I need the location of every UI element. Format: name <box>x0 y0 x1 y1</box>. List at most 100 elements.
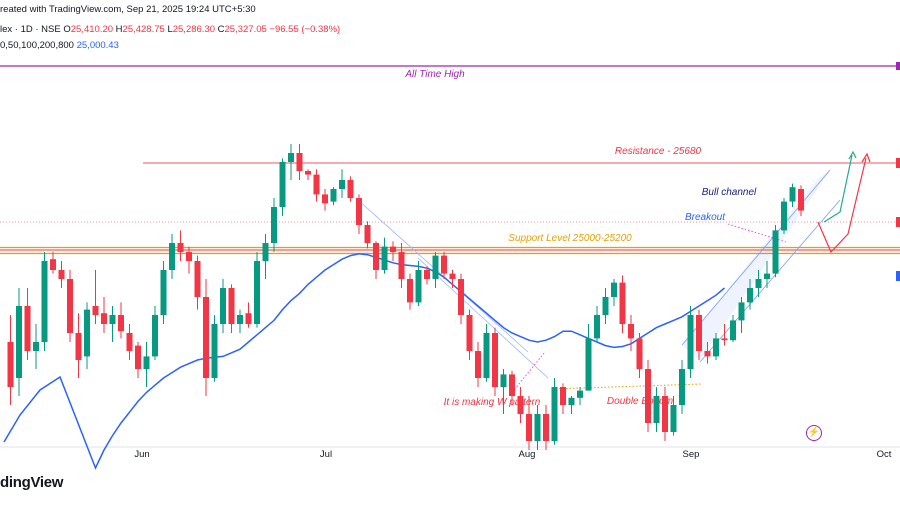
candle-body <box>475 351 481 378</box>
candle-body <box>704 351 711 357</box>
ma-label[interactable]: 0,50,100,200,800 <box>0 40 74 51</box>
candle-body <box>101 313 107 324</box>
candle-body <box>288 153 294 162</box>
candle-body <box>534 414 541 441</box>
candle-body <box>305 171 311 175</box>
candle-body <box>228 288 235 324</box>
lightning-bolt-icon[interactable]: ⚡ <box>806 425 822 441</box>
candle-body <box>373 243 379 270</box>
candle-body <box>670 405 677 432</box>
candle-body <box>67 279 73 333</box>
candle-body <box>500 374 507 387</box>
candle-body <box>143 356 150 369</box>
candle-body <box>560 387 566 405</box>
low-label: L <box>167 24 173 35</box>
candle-body <box>458 279 464 315</box>
candle-body <box>177 243 184 252</box>
candle-body <box>789 187 796 202</box>
candle-body <box>279 162 286 207</box>
open-value: 25,410.20 <box>70 24 114 35</box>
candle-body <box>398 252 405 279</box>
candle-body <box>245 313 252 324</box>
candle-body <box>415 270 422 303</box>
w-pattern-pointer <box>509 351 546 396</box>
candle-body <box>645 369 651 423</box>
w-pattern-label: It is making W pattern <box>444 397 541 408</box>
candle-body <box>41 261 48 342</box>
open-label: O <box>63 24 71 35</box>
high-label: H <box>115 24 123 35</box>
projection-red <box>817 157 867 254</box>
symbol-info[interactable]: lex · 1D · NSE <box>0 24 61 35</box>
candle-body <box>254 261 260 324</box>
candle-body <box>662 396 668 432</box>
candle-body <box>492 333 498 387</box>
candle-body <box>636 338 643 369</box>
candle-body <box>432 255 439 279</box>
candle-body <box>194 261 201 297</box>
candle-body <box>271 207 277 243</box>
candle-body <box>449 273 456 279</box>
current-price-marker <box>896 217 900 227</box>
candle-body <box>551 387 558 441</box>
candle-body <box>424 270 430 279</box>
candle-body <box>483 333 490 378</box>
candle-body <box>84 309 90 357</box>
all-time-high-label: All Time High <box>404 69 465 80</box>
candle-body <box>109 315 116 324</box>
candle-body <box>713 338 719 357</box>
attribution-line: reated with TradingView.com, Sep 21, 202… <box>0 4 256 15</box>
resistance-label: Resistance - 25680 <box>615 146 702 157</box>
candle-body <box>577 390 583 398</box>
candle-body <box>381 246 388 270</box>
ath-price-marker <box>896 62 900 70</box>
support-label: Support Level 25000-25200 <box>508 233 632 244</box>
candle-body <box>747 288 753 303</box>
change-value: −96.55 (−0.38%) <box>269 24 341 35</box>
candle-body <box>24 306 31 351</box>
candle-body <box>602 297 609 315</box>
candle-body <box>33 342 39 351</box>
candle-body <box>466 315 473 351</box>
projection-red-arrowhead <box>861 152 871 163</box>
moving-average-line <box>3 253 725 470</box>
x-tick-label-oct: Oct <box>877 449 892 460</box>
candle-body <box>75 333 82 360</box>
candle-body <box>772 230 779 274</box>
candle-body <box>160 270 167 315</box>
candle-body <box>730 320 736 341</box>
candle-body <box>135 345 141 369</box>
candle-body <box>313 174 320 195</box>
candle-body <box>679 369 685 405</box>
candle-body <box>347 180 354 198</box>
candle-body <box>16 306 22 378</box>
candle-body <box>390 246 396 252</box>
candle-body <box>619 282 626 324</box>
candle-body <box>781 201 787 231</box>
close-label: C <box>217 24 225 35</box>
candle-body <box>798 189 804 211</box>
ma-line: 0,50,100,200,800 25,000.43 <box>0 40 119 51</box>
candle-body <box>517 396 524 414</box>
candle-body <box>186 252 192 261</box>
tradingview-logo: dingView <box>0 474 64 491</box>
candle-body <box>407 279 413 303</box>
x-tick-label-aug: Aug <box>519 449 536 460</box>
bull-channel-upper <box>681 169 831 346</box>
candle-body <box>262 243 269 261</box>
resistance-price-marker <box>896 158 900 168</box>
ohlc-line: lex · 1D · NSE O25,410.20 H25,428.75 L25… <box>0 24 340 35</box>
x-tick-label-jul: Jul <box>320 449 332 460</box>
low-value: 25,286.30 <box>172 24 215 35</box>
ma-price-marker <box>896 271 900 281</box>
candle-body <box>628 324 634 339</box>
close-value: 25,327.05 <box>224 24 267 35</box>
breakout-label: Breakout <box>685 212 726 223</box>
chart-header: reated with TradingView.com, Sep 21, 202… <box>0 0 900 51</box>
bull-channel-fill <box>682 168 832 360</box>
candle-body <box>543 414 549 441</box>
candle-body <box>322 194 328 204</box>
candle-body <box>50 259 56 270</box>
candle-body <box>594 315 600 339</box>
